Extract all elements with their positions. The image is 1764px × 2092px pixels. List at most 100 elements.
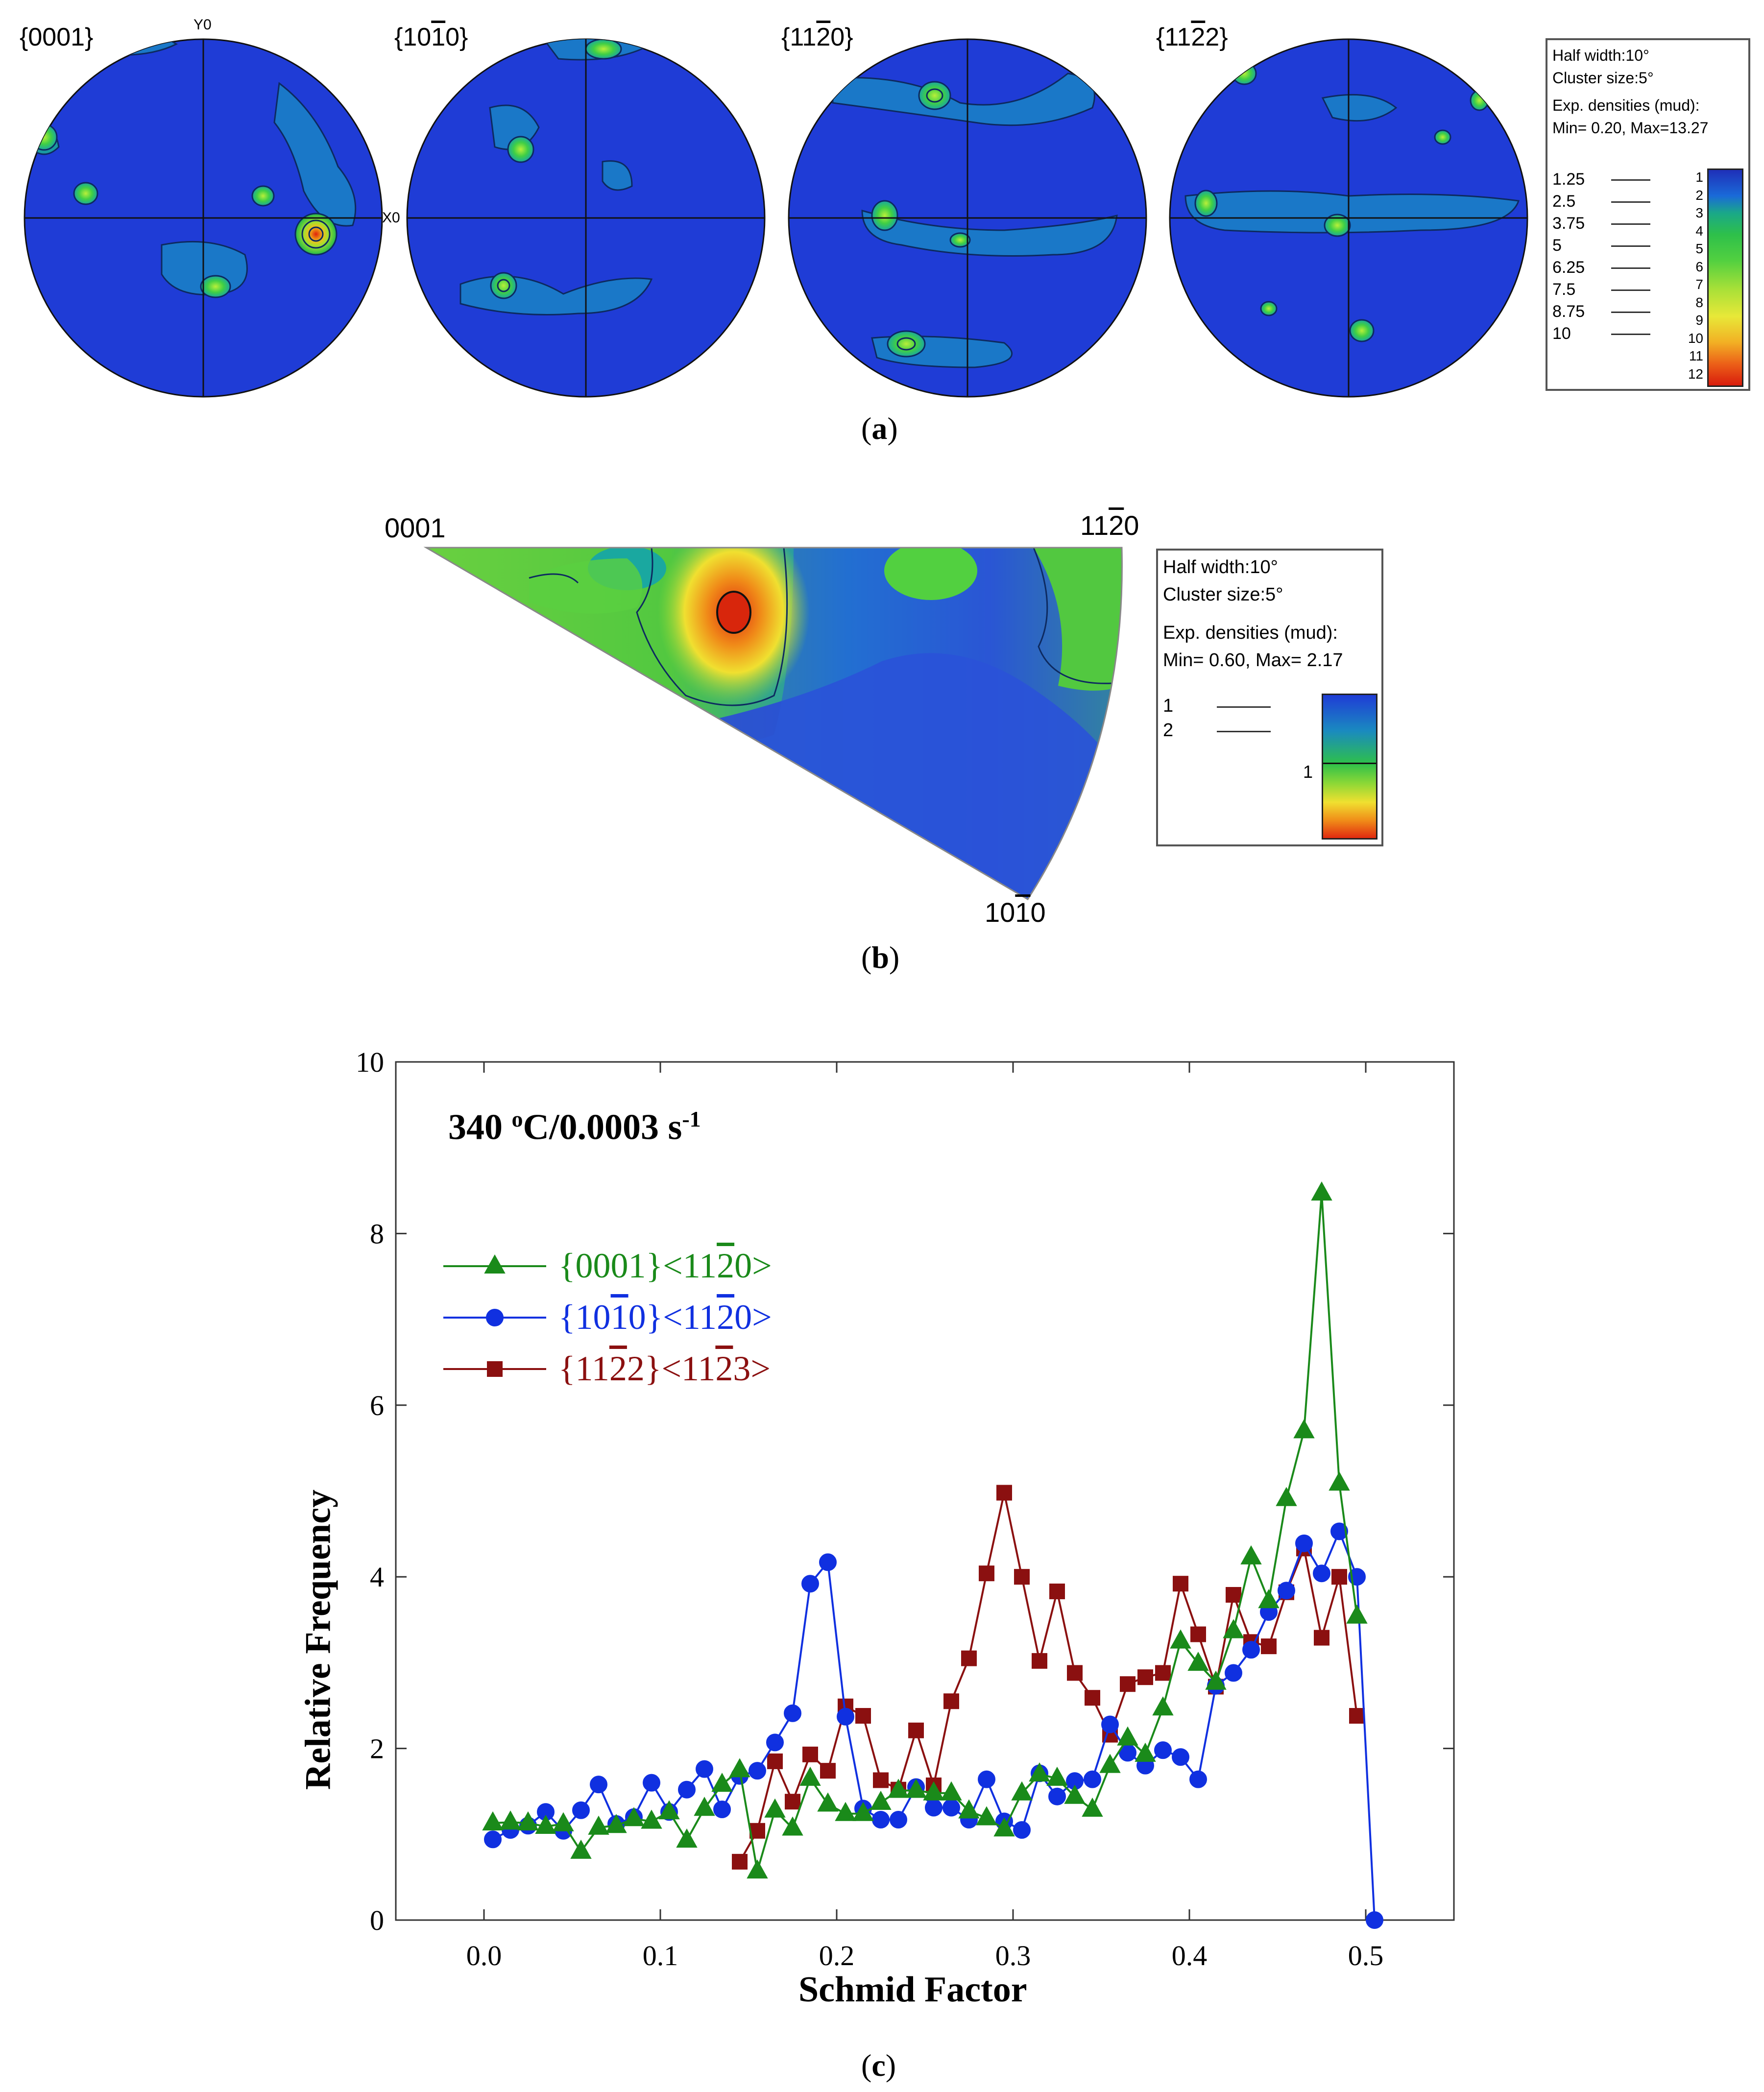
data-point xyxy=(1084,1770,1101,1788)
x-tick-label: 0.5 xyxy=(1348,1940,1384,1972)
x-tick-label: 0.0 xyxy=(466,1940,502,1972)
data-point xyxy=(1242,1641,1260,1659)
data-point xyxy=(976,1806,997,1826)
legend-marker xyxy=(486,1309,504,1326)
pole-figure-11-20 xyxy=(788,38,1147,398)
data-point xyxy=(1346,1604,1368,1624)
data-point xyxy=(872,1811,890,1829)
data-point xyxy=(694,1797,715,1816)
scale-tick: 5 xyxy=(1695,241,1703,256)
panel-c-caption: (c) xyxy=(861,2048,896,2083)
data-point xyxy=(1152,1696,1174,1716)
data-point xyxy=(1331,1569,1347,1585)
ipf-legend-half-width: Half width:10° xyxy=(1163,557,1278,577)
pole-figure-label-11-22: {1122} xyxy=(1156,23,1228,51)
data-point xyxy=(766,1733,784,1752)
data-point xyxy=(732,1853,748,1870)
data-point xyxy=(801,1575,819,1593)
data-point xyxy=(711,1773,733,1792)
y-tick-label: 6 xyxy=(370,1390,384,1421)
data-point xyxy=(785,1794,800,1810)
data-point xyxy=(890,1811,907,1829)
scale-tick: 6 xyxy=(1695,259,1703,274)
data-point xyxy=(1099,1754,1121,1773)
legend-marker xyxy=(487,1361,503,1377)
data-point xyxy=(623,1807,645,1827)
data-point xyxy=(817,1792,839,1812)
data-point xyxy=(767,1753,783,1769)
y-tick-label: 0 xyxy=(370,1904,384,1936)
data-point xyxy=(588,1815,609,1835)
pole-figure-10-10 xyxy=(406,38,766,398)
scale-tick: 9 xyxy=(1695,313,1703,328)
data-point xyxy=(590,1776,607,1794)
data-point xyxy=(802,1746,818,1762)
data-point xyxy=(1117,1726,1138,1746)
contour-level: 1 xyxy=(1163,694,1276,718)
data-point xyxy=(1029,1762,1050,1782)
scale-ticks: 1 2 3 4 5 6 7 8 9 10 11 12 xyxy=(1684,168,1703,384)
scale-tick: 7 xyxy=(1695,277,1703,292)
contour-level: 2 xyxy=(1163,718,1276,743)
data-point xyxy=(1258,1589,1280,1609)
ipf-density-map xyxy=(426,548,1122,899)
ipf-triangle-outline xyxy=(423,547,1123,901)
data-point xyxy=(996,1485,1012,1501)
data-point xyxy=(1085,1690,1100,1706)
panel-b-caption: (b) xyxy=(861,940,900,975)
data-point xyxy=(1366,1911,1383,1929)
ipf-color-scale xyxy=(1322,694,1377,840)
data-point xyxy=(1064,1784,1086,1804)
data-point xyxy=(1048,1787,1066,1805)
data-point xyxy=(1261,1638,1277,1655)
data-point xyxy=(1014,1569,1030,1585)
pole-figure-legend: Half width:10° Cluster size:5° Exp. dens… xyxy=(1546,38,1750,391)
data-point xyxy=(979,1565,994,1582)
y-tick-label: 4 xyxy=(370,1561,384,1593)
data-point xyxy=(482,1811,504,1831)
contour-level: 5 xyxy=(1552,235,1650,257)
contour-level: 3.75 xyxy=(1552,213,1650,235)
legend-label-basal: {0001}<1120> xyxy=(558,1246,772,1285)
data-point xyxy=(1276,1487,1297,1506)
data-point xyxy=(517,1811,539,1831)
data-point xyxy=(1293,1419,1315,1439)
schmid-factor-chart: 0.0 0.1 0.2 0.3 0.4 0.5 0 2 4 6 8 10 xyxy=(356,1046,1455,1972)
plot-frame xyxy=(395,1061,1455,1921)
data-point xyxy=(1205,1670,1227,1690)
data-point xyxy=(905,1779,927,1798)
chart-condition-label: 340 oC/0.0003 s-1 xyxy=(448,1106,701,1148)
pole-figure-label-11-20: {1120} xyxy=(781,23,853,51)
data-point xyxy=(676,1828,698,1848)
data-point xyxy=(1155,1665,1171,1681)
data-point xyxy=(1013,1821,1031,1839)
pole-figure-0001 xyxy=(24,38,383,398)
legend-label-pyramidal: {1122}<1123> xyxy=(558,1349,771,1388)
data-point xyxy=(993,1817,1015,1837)
data-point xyxy=(1223,1619,1244,1638)
scale-tick: 2 xyxy=(1695,187,1703,203)
data-point xyxy=(1295,1534,1313,1552)
data-point xyxy=(958,1799,980,1819)
data-point xyxy=(855,1708,871,1724)
series-line xyxy=(492,1193,1358,1872)
scale-tick: 4 xyxy=(1695,223,1703,239)
data-point xyxy=(1049,1583,1065,1599)
series-line xyxy=(492,1528,1376,1921)
pole-figure-label-10-10: {1010} xyxy=(394,23,468,51)
scale-tick: 11 xyxy=(1689,348,1703,363)
data-point xyxy=(1135,1742,1156,1762)
data-point xyxy=(500,1810,521,1830)
data-point xyxy=(873,1772,889,1788)
ipf-corner-10-10: 1010 xyxy=(985,897,1046,928)
x-tick-label: 0.1 xyxy=(643,1940,678,1972)
data-point xyxy=(1313,1564,1330,1583)
legend-label-prismatic: {1010}<1120> xyxy=(558,1298,772,1337)
axis-y0-label: Y0 xyxy=(193,17,212,33)
y-tick-label: 8 xyxy=(370,1218,384,1250)
data-point xyxy=(835,1802,856,1821)
data-point xyxy=(799,1766,821,1786)
data-point xyxy=(1101,1715,1119,1733)
data-point xyxy=(570,1839,592,1859)
series-circle xyxy=(484,1522,1383,1929)
